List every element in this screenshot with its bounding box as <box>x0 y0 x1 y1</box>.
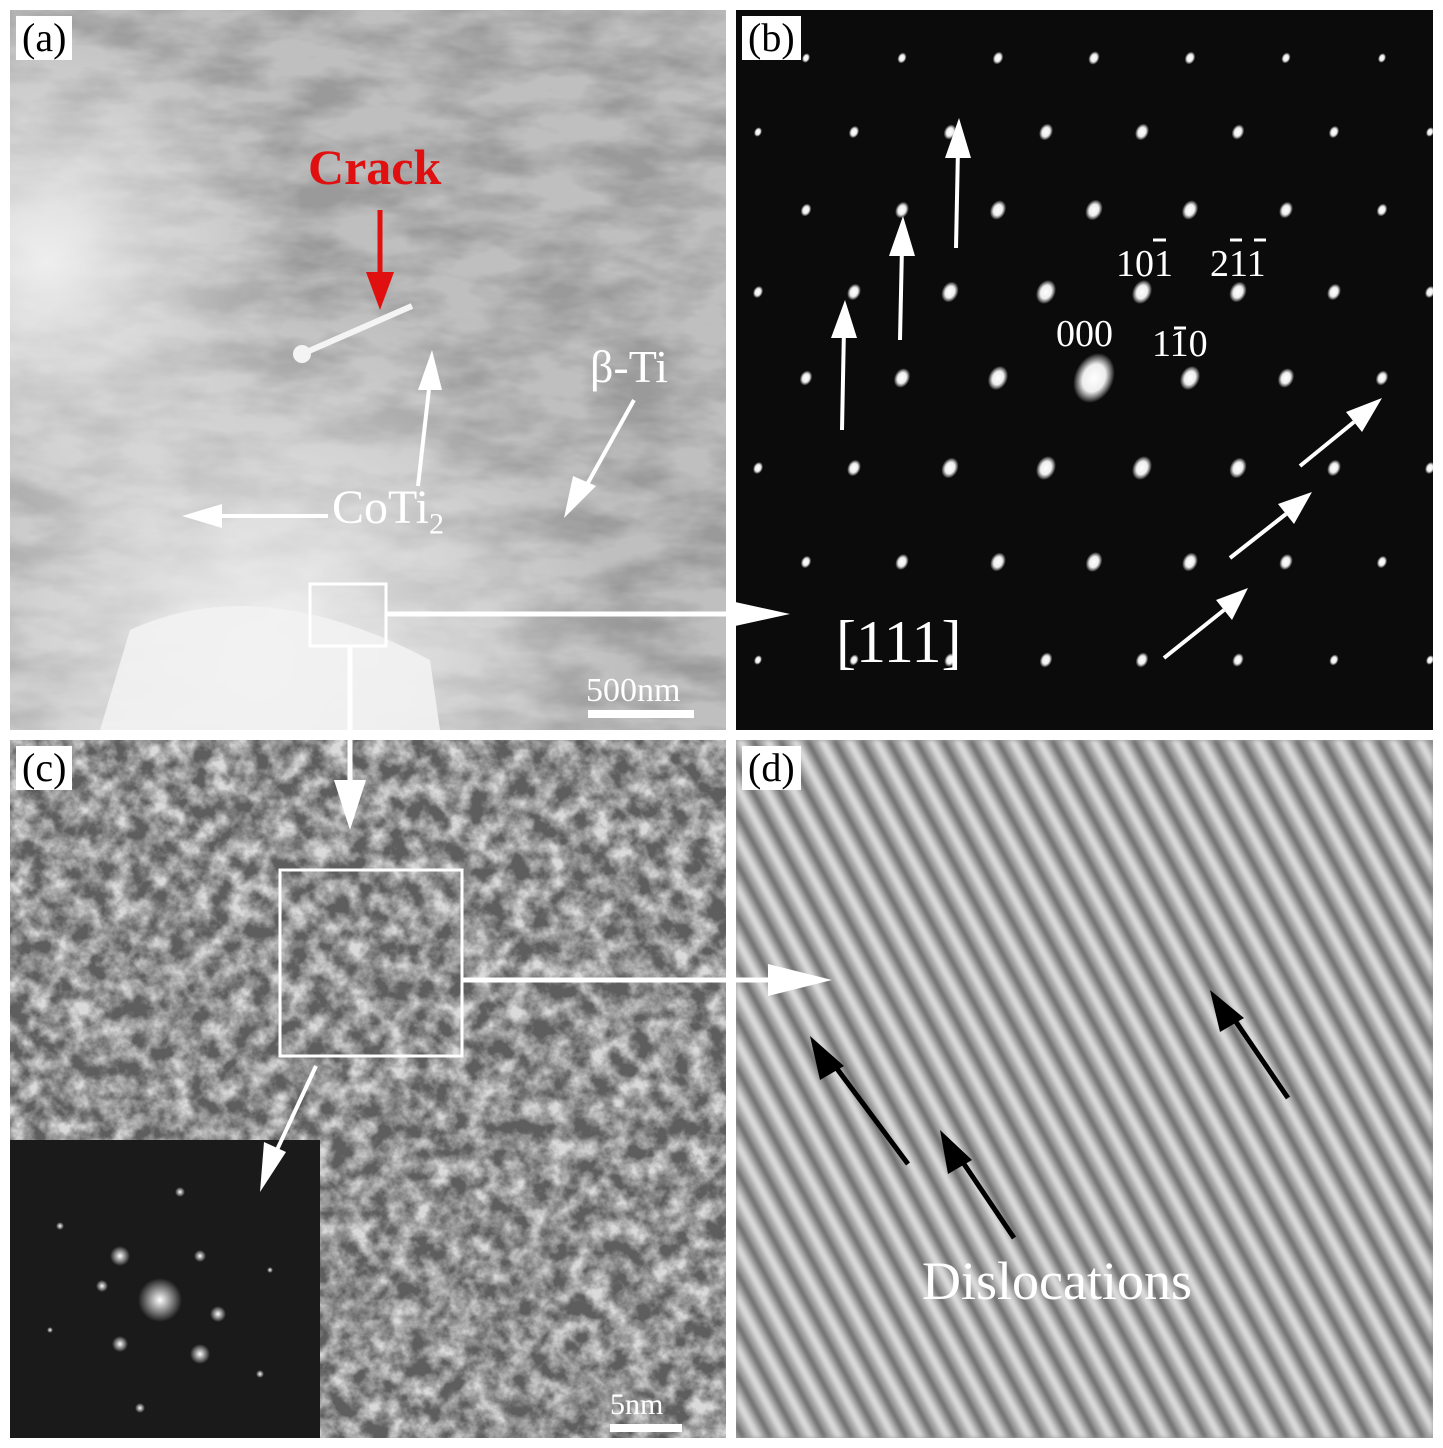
fft-spot <box>96 1280 108 1292</box>
lattice-d-image <box>736 740 1433 1438</box>
diffraction-spot <box>1277 368 1295 388</box>
panel-d-filtered-lattice: (d) Dislocations <box>736 740 1433 1438</box>
panel-d-label: (d) <box>742 746 801 790</box>
diffraction-spot <box>895 201 909 219</box>
panel-a-tem-bright-field: (a) Crack β-Ti CoTi2 500nm <box>10 10 726 730</box>
diffraction-spot <box>753 127 763 137</box>
fft-spot <box>135 1403 145 1413</box>
spot-label-000: 000 <box>1056 313 1113 355</box>
diffraction-spot <box>1229 281 1247 303</box>
panel-b-label: (b) <box>742 16 801 60</box>
spot-label-101: 101 <box>1116 243 1173 285</box>
diffraction-spot <box>1181 200 1199 220</box>
diffraction-spot <box>990 552 1006 572</box>
diffraction-spot <box>800 555 812 569</box>
fft-spot <box>112 1336 128 1352</box>
fft-inset-spots <box>47 1187 273 1413</box>
panel-a-label: (a) <box>16 16 73 60</box>
diffraction-spot <box>989 200 1007 220</box>
diffraction-spot <box>801 53 811 63</box>
fft-spot <box>47 1327 53 1333</box>
diffraction-spot <box>752 461 764 475</box>
diffraction-spot <box>1327 283 1341 301</box>
diffraction-spot <box>847 283 861 301</box>
diffraction-spot <box>1073 353 1115 403</box>
diffraction-spot <box>1135 123 1149 141</box>
diffraction-spot <box>752 285 764 299</box>
fft-spot <box>267 1267 273 1273</box>
micrograph-a-image <box>10 10 726 730</box>
diffraction-spot <box>941 457 959 479</box>
diffraction-spot <box>1184 51 1196 65</box>
diffraction-spot <box>800 203 812 217</box>
fft-spot <box>110 1246 130 1266</box>
diffraction-spot <box>1279 201 1293 219</box>
hrtem-c-image <box>10 740 726 1438</box>
diffraction-spot <box>1376 555 1388 569</box>
crack-label: Crack <box>308 139 442 195</box>
scale-bar-c-label: 5nm <box>610 1388 664 1421</box>
fft-spot <box>138 1278 182 1322</box>
diffraction-spot <box>1036 456 1056 480</box>
diffraction-spot <box>1132 456 1152 480</box>
diffraction-spot <box>799 370 813 386</box>
diffraction-spots <box>752 51 1433 668</box>
diffraction-spot <box>1377 53 1387 63</box>
diffraction-spot <box>1035 279 1057 305</box>
diffraction-spot <box>1328 125 1340 139</box>
fft-spot <box>194 1250 206 1262</box>
beta-ti-label: β-Ti <box>590 341 668 392</box>
diffraction-spot <box>944 653 956 667</box>
diffraction-spot <box>1424 285 1433 299</box>
diffraction-spot <box>987 365 1009 391</box>
diffraction-spot <box>897 52 907 64</box>
diffraction-b-image <box>736 10 1433 730</box>
diffraction-spot <box>1375 370 1389 386</box>
diffraction-spot <box>1135 652 1149 668</box>
diffraction-spot <box>1039 652 1053 668</box>
panel-c-label: (c) <box>16 746 73 790</box>
fft-spot <box>256 1370 264 1378</box>
diffraction-spot <box>895 553 909 571</box>
diffraction-spot <box>1085 552 1103 572</box>
diffraction-spot <box>1281 52 1291 64</box>
diffraction-spot <box>941 281 959 303</box>
diffraction-spot <box>1376 203 1388 217</box>
zone-axis-label: [111] <box>836 609 962 675</box>
fft-spot <box>56 1222 64 1230</box>
diffraction-spot <box>753 655 763 665</box>
diffraction-spot <box>849 654 859 666</box>
diffraction-spot <box>1085 199 1103 221</box>
diffraction-spot <box>1039 123 1053 141</box>
diffraction-spot <box>1425 127 1433 137</box>
diffraction-spot <box>847 459 861 477</box>
diffraction-spot <box>893 368 911 388</box>
spot-label-110: 110 <box>1152 323 1208 365</box>
dislocations-label: Dislocations <box>922 1251 1192 1311</box>
diffraction-spot <box>1088 51 1100 65</box>
fft-spot <box>210 1306 226 1322</box>
coti2-label: CoTi2 <box>332 480 444 542</box>
fft-spot <box>190 1344 210 1364</box>
fft-spot <box>175 1187 185 1197</box>
diffraction-spot <box>1424 461 1433 475</box>
diffraction-spot <box>1131 279 1153 305</box>
diffraction-spot <box>1179 365 1201 391</box>
diffraction-spot <box>1229 457 1247 479</box>
diffraction-spot <box>1231 124 1245 140</box>
coti2-subscript: 2 <box>428 507 444 541</box>
panel-c-hrtem: (c) 5nm <box>10 740 726 1438</box>
scale-bar-a-label: 500nm <box>586 672 681 709</box>
panel-b-diffraction-pattern: (b) 101 211 000 110 [111] <box>736 10 1433 730</box>
diffraction-spot <box>1329 654 1339 666</box>
coti2-label-text: CoTi <box>332 481 429 534</box>
diffraction-spot <box>992 51 1004 65</box>
diffraction-spot <box>848 125 860 139</box>
diffraction-spot <box>1232 653 1244 667</box>
spot-label-211: 211 <box>1210 243 1266 285</box>
diffraction-spot <box>1182 552 1198 572</box>
diffraction-spot <box>1425 655 1433 665</box>
